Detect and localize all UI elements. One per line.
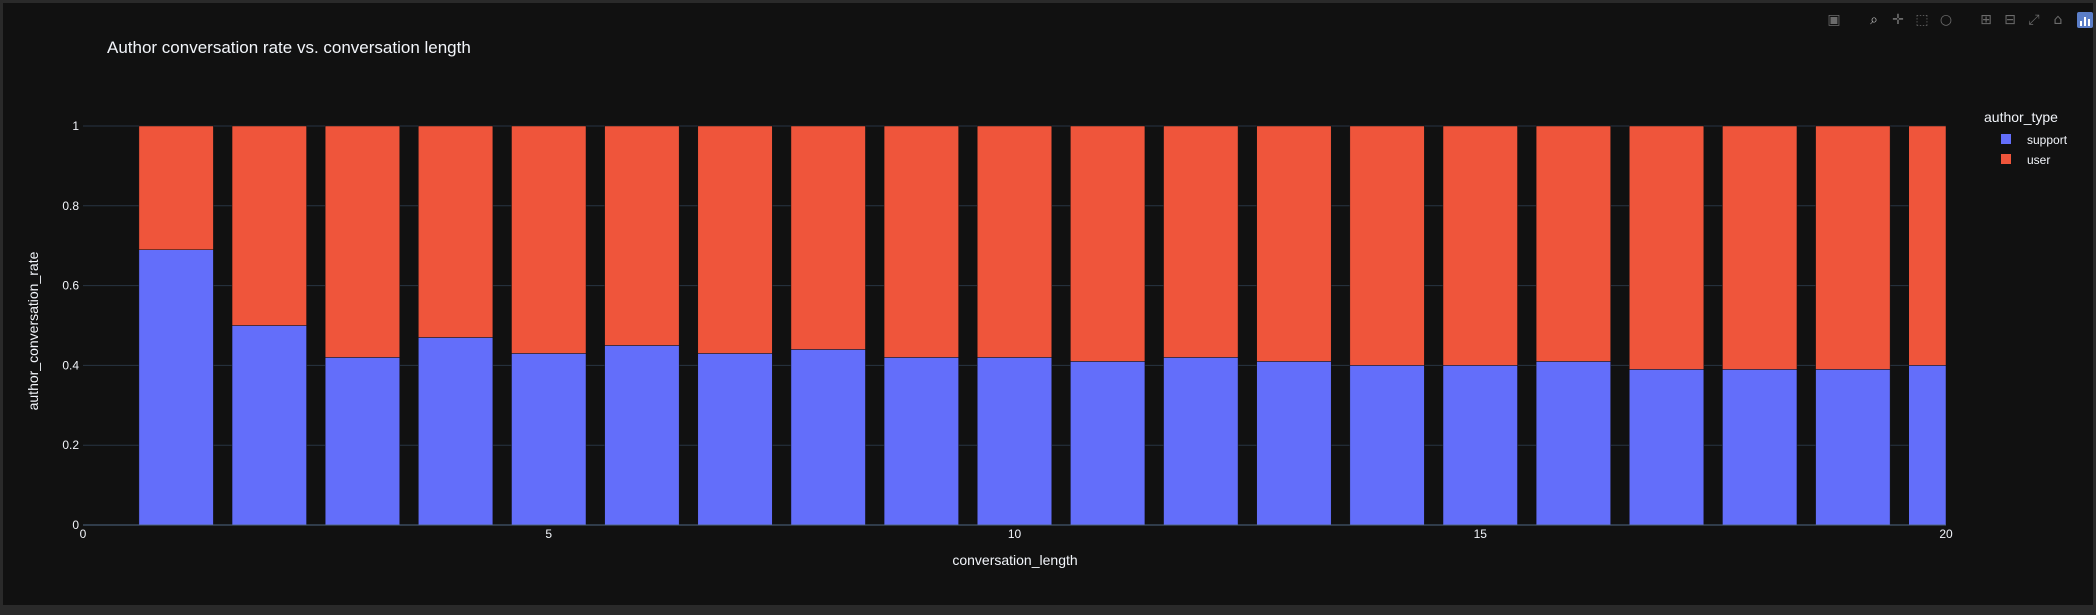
box-select-icon[interactable]: ⬚ bbox=[1915, 12, 1929, 28]
chart-title: Author conversation rate vs. conversatio… bbox=[107, 38, 471, 57]
bar-user-16[interactable] bbox=[1535, 125, 1611, 362]
axes: 00.20.40.60.810 5 10 15 20 bbox=[62, 119, 1953, 541]
x-tick-label: 20 bbox=[1939, 527, 1953, 541]
bar-support-18[interactable] bbox=[1722, 369, 1798, 526]
bar-support-8[interactable] bbox=[790, 349, 866, 526]
bar-support-5[interactable] bbox=[511, 353, 587, 526]
bar-support-16[interactable] bbox=[1535, 361, 1611, 526]
bar-user-12[interactable] bbox=[1163, 125, 1239, 358]
bar-support-11[interactable] bbox=[1070, 361, 1146, 526]
bar-support-13[interactable] bbox=[1256, 361, 1332, 526]
bar-support-7[interactable] bbox=[697, 353, 773, 526]
bar-support-19[interactable] bbox=[1815, 369, 1891, 526]
zoom-out-icon[interactable]: ⊟ bbox=[2004, 12, 2016, 28]
legend: author_type support user bbox=[1984, 109, 2068, 167]
bar-user-15[interactable] bbox=[1442, 125, 1518, 366]
legend-swatch-user bbox=[2001, 154, 2011, 164]
lasso-icon[interactable]: ○ bbox=[1939, 12, 1953, 28]
bars bbox=[138, 125, 1947, 526]
bar-user-11[interactable] bbox=[1070, 125, 1146, 362]
chart: 00.20.40.60.810 5 10 15 20 Author conversati… bbox=[25, 38, 2068, 568]
bar-support-2[interactable] bbox=[231, 325, 307, 526]
y-tick-label: 0.2 bbox=[62, 438, 79, 452]
legend-swatch-support bbox=[2001, 134, 2011, 144]
bar-support-4[interactable] bbox=[418, 337, 494, 526]
bar-user-9[interactable] bbox=[883, 125, 959, 358]
bar-support-15[interactable] bbox=[1442, 365, 1518, 526]
bar-support-10[interactable] bbox=[976, 357, 1053, 526]
bar-support-14[interactable] bbox=[1349, 365, 1425, 526]
bar-user-20[interactable] bbox=[1908, 125, 1947, 366]
bar-user-6[interactable] bbox=[604, 125, 680, 346]
bar-user-3[interactable] bbox=[324, 125, 400, 358]
bar-support-6[interactable] bbox=[604, 345, 680, 526]
bar-user-5[interactable] bbox=[511, 125, 587, 354]
y-tick-label: 0.6 bbox=[62, 279, 79, 293]
bar-user-10[interactable] bbox=[976, 125, 1053, 358]
y-axis-title: author_conversation_rate bbox=[25, 251, 41, 410]
camera-icon[interactable]: ▣ bbox=[1827, 12, 1841, 28]
bar-user-19[interactable] bbox=[1815, 125, 1891, 370]
legend-title: author_type bbox=[1984, 109, 2058, 125]
x-tick-label: 10 bbox=[1008, 527, 1022, 541]
bar-user-2[interactable] bbox=[231, 125, 307, 326]
modebar: ▣ ⌕ ✛ ⬚ ○ ⊞ ⊟ ⤢ ⌂ bbox=[1825, 10, 2093, 30]
legend-label-support: support bbox=[2027, 133, 2068, 147]
zoom-icon[interactable]: ⌕ bbox=[1870, 12, 1878, 28]
y-tick-label: 0.4 bbox=[62, 358, 79, 372]
bar-user-13[interactable] bbox=[1256, 125, 1332, 362]
bar-user-7[interactable] bbox=[697, 125, 773, 354]
bar-user-18[interactable] bbox=[1722, 125, 1798, 370]
zoom-in-icon[interactable]: ⊞ bbox=[1980, 12, 1992, 28]
legend-item-support[interactable]: support bbox=[2001, 133, 2068, 147]
x-tick-label: 5 bbox=[545, 527, 552, 541]
plot-area: 0 0.2 0.4 0.6 0.8 1 0 5 10 15 20 Author conversati… bbox=[3, 3, 2093, 605]
bar-support-3[interactable] bbox=[324, 357, 400, 526]
bar-support-1[interactable] bbox=[138, 249, 214, 526]
y-tick-label: 0.8 bbox=[62, 199, 79, 213]
x-axis-title: conversation_length bbox=[952, 552, 1077, 568]
autoscale-icon[interactable]: ⤢ bbox=[2028, 12, 2040, 28]
pan-icon[interactable]: ✛ bbox=[1892, 12, 1904, 28]
bar-support-20[interactable] bbox=[1908, 365, 1947, 526]
bar-user-4[interactable] bbox=[418, 125, 494, 338]
bar-support-12[interactable] bbox=[1163, 357, 1239, 526]
bar-user-8[interactable] bbox=[790, 125, 866, 350]
bar-support-9[interactable] bbox=[883, 357, 959, 526]
plotly-logo-icon[interactable] bbox=[2077, 12, 2093, 28]
bar-user-17[interactable] bbox=[1629, 125, 1705, 370]
bar-support-17[interactable] bbox=[1629, 369, 1705, 526]
y-tick-label: 1 bbox=[72, 119, 79, 133]
x-tick-label: 15 bbox=[1474, 527, 1488, 541]
x-tick-label: 0 bbox=[80, 527, 87, 541]
legend-label-user: user bbox=[2027, 153, 2050, 167]
reset-axes-icon[interactable]: ⌂ bbox=[2053, 12, 2063, 28]
legend-item-user[interactable]: user bbox=[2001, 153, 2050, 167]
y-tick-label: 0 bbox=[72, 518, 79, 532]
bar-user-14[interactable] bbox=[1349, 125, 1425, 366]
bar-user-1[interactable] bbox=[138, 125, 214, 250]
